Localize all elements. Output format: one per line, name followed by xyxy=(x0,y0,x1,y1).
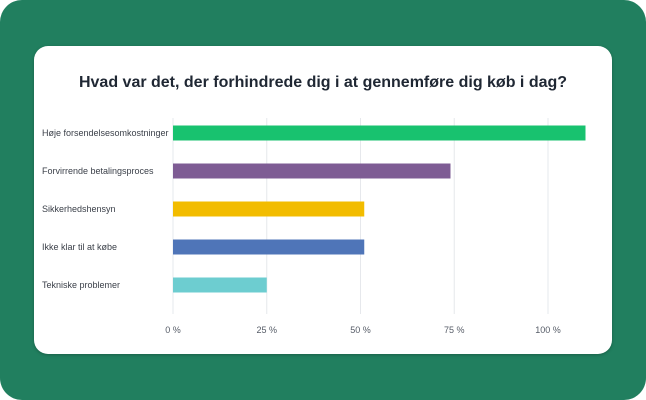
category-label: Tekniske problemer xyxy=(42,280,120,290)
chart-title: Hvad var det, der forhindrede dig i at g… xyxy=(78,74,568,91)
x-tick-label: 100 % xyxy=(535,325,561,335)
bar xyxy=(173,239,365,255)
bar xyxy=(173,277,267,293)
x-tick-label: 25 % xyxy=(256,325,277,335)
x-tick-label: 50 % xyxy=(350,325,371,335)
category-label: Forvirrende betalingsproces xyxy=(42,166,154,176)
bar xyxy=(173,125,586,141)
bar xyxy=(173,163,451,179)
bar xyxy=(173,201,365,217)
x-tick-label: 0 % xyxy=(165,325,181,335)
category-label: Sikkerhedshensyn xyxy=(42,204,116,214)
category-label: Høje forsendelsesomkostninger xyxy=(42,128,169,138)
x-tick-label: 75 % xyxy=(444,325,465,335)
bar-chart: 0 % 25 % 50 % 75 % 100 % Høje forsendelsesomk… xyxy=(42,118,586,335)
category-label: Ikke klar til at købe xyxy=(42,242,117,252)
chart-card: Hvad var det, der forhindrede dig i at g… xyxy=(34,46,612,354)
